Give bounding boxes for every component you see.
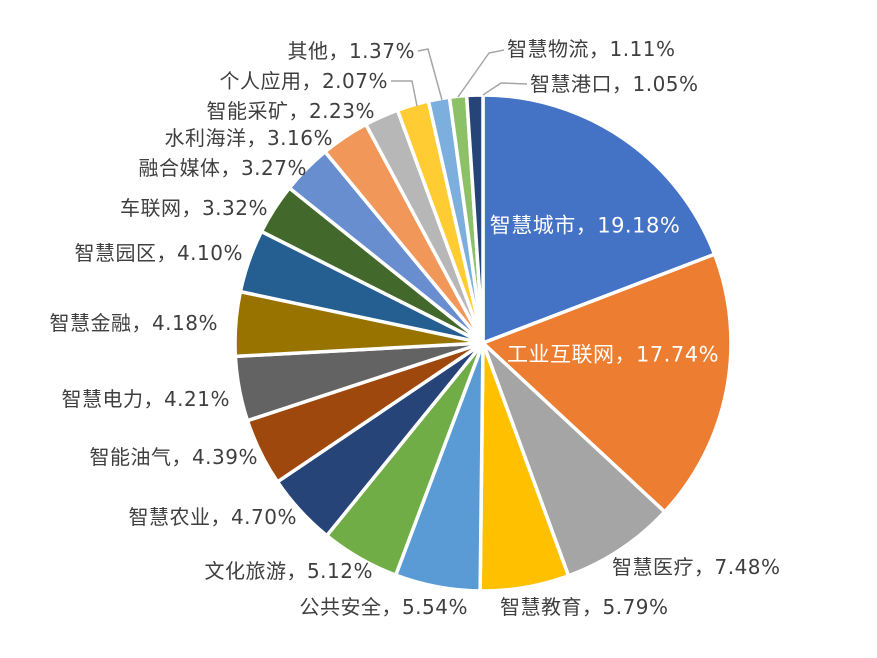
pie-label: 智慧医疗，7.48% — [612, 555, 781, 579]
pie-label: 智慧园区，4.10% — [74, 241, 243, 265]
pie-label: 工业互联网，17.74% — [506, 342, 720, 367]
leader-line — [391, 80, 418, 107]
pie-label: 智慧港口，1.05% — [530, 72, 699, 96]
pie-slice — [464, 93, 485, 345]
pie-label: 智能采矿，2.23% — [206, 99, 375, 123]
pie-label: 其他，1.37% — [287, 39, 415, 63]
pie-slice — [481, 252, 733, 514]
pie-label: 水利海洋，3.16% — [164, 126, 333, 150]
pie-label: 个人应用，2.07% — [219, 69, 388, 93]
pie-label: 智慧金融，4.18% — [49, 311, 218, 335]
pie-label: 融合媒体，3.27% — [138, 156, 307, 180]
leader-line — [482, 82, 528, 96]
leader-line — [417, 48, 443, 101]
pie-label: 文化旅游，5.12% — [204, 559, 373, 583]
pie-label: 智能油气，4.39% — [89, 445, 258, 469]
pie-label: 车联网，3.32% — [119, 196, 268, 220]
pie-label: 智慧物流，1.11% — [507, 37, 676, 61]
pie-label: 智慧教育，5.79% — [500, 595, 669, 619]
pie-slice — [481, 93, 717, 345]
pie-slices — [233, 93, 733, 593]
leader-line — [457, 49, 505, 98]
pie-slice — [481, 341, 667, 578]
pie-label: 公共安全，5.54% — [299, 595, 468, 619]
pie-label: 智慧农业，4.70% — [128, 505, 297, 529]
leader-lines — [391, 48, 528, 107]
pie-label: 智慧城市，19.18% — [489, 213, 681, 238]
pie-label: 智慧电力，4.21% — [61, 387, 230, 411]
